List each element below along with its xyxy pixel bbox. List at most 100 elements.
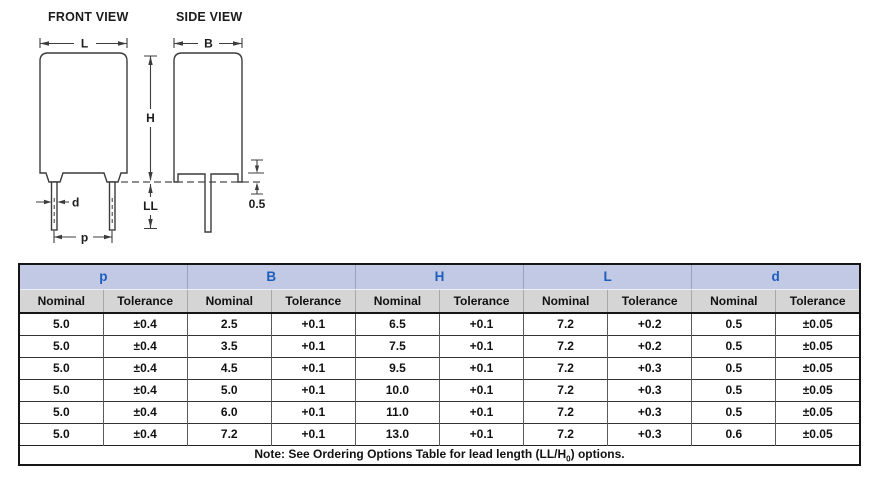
dimension-value-cell: ±0.4 <box>102 334 188 357</box>
dimension-value-cell: 6.5 <box>354 312 440 335</box>
front-view-title: FRONT VIEW <box>48 10 128 24</box>
dimension-value-cell: +0.2 <box>607 312 692 335</box>
dimension-value-cell: +0.1 <box>270 378 356 401</box>
dimension-value-cell: 5.0 <box>19 356 104 379</box>
group-header-L: L <box>523 264 692 290</box>
subheader-tolerance: Tolerance <box>438 289 524 314</box>
sub-header-row: Nominal Tolerance Nominal Tolerance Nomi… <box>19 289 860 314</box>
dim-label-p: p <box>81 231 88 245</box>
side-view-body <box>173 52 243 233</box>
dimension-value-cell: 2.5 <box>186 312 272 335</box>
dimension-value-cell: +0.1 <box>438 400 524 423</box>
dimension-value-cell: 7.2 <box>523 312 608 335</box>
dimension-value-cell: 0.5 <box>691 378 776 401</box>
dimension-value-cell: ±0.05 <box>775 378 860 401</box>
note-text-subscript: 0 <box>566 453 571 463</box>
dimension-value-cell: +0.1 <box>438 334 524 357</box>
dim-label-LL: LL <box>143 199 158 213</box>
dimension-value-cell: 13.0 <box>354 422 440 445</box>
dimension-value-cell: 7.2 <box>523 378 608 401</box>
subheader-nominal: Nominal <box>523 289 608 314</box>
dimension-value-cell: 0.5 <box>691 356 776 379</box>
dimension-value-cell: 5.0 <box>19 378 104 401</box>
dimension-value-cell: ±0.05 <box>775 422 860 445</box>
dimension-value-cell: +0.3 <box>607 422 692 445</box>
dimension-value-cell: 7.2 <box>523 334 608 357</box>
dimension-value-cell: +0.1 <box>438 312 524 335</box>
lead-centerlines <box>53 198 113 224</box>
table-row: 5.0 ±0.4 6.0 +0.1 11.0 +0.1 7.2 +0.3 0.5 ±0.05 <box>19 400 860 423</box>
dimension-value-cell: 7.2 <box>523 400 608 423</box>
dimension-value-cell: +0.2 <box>607 334 692 357</box>
dim-label-H: H <box>146 111 155 125</box>
dim-label-d: d <box>72 196 79 210</box>
subheader-tolerance: Tolerance <box>102 289 188 314</box>
dimension-value-cell: 9.5 <box>354 356 440 379</box>
dimension-value-cell: ±0.4 <box>102 400 188 423</box>
group-header-d: d <box>691 264 860 290</box>
group-header-p: p <box>19 264 188 290</box>
dimension-value-cell: +0.3 <box>607 356 692 379</box>
dimension-value-cell: 5.0 <box>186 378 272 401</box>
dimension-value-cell: +0.1 <box>438 422 524 445</box>
subheader-nominal: Nominal <box>691 289 776 314</box>
dimension-value-cell: 0.5 <box>691 312 776 335</box>
dimension-value-cell: 3.5 <box>186 334 272 357</box>
dimension-value-cell: ±0.05 <box>775 356 860 379</box>
component-outlines <box>39 52 243 233</box>
table-row: 5.0 ±0.4 4.5 +0.1 9.5 +0.1 7.2 +0.3 0.5 ±0.05 <box>19 356 860 379</box>
subheader-nominal: Nominal <box>186 289 272 314</box>
dimension-value-cell: +0.3 <box>607 400 692 423</box>
dim-label-standoff: 0.5 <box>249 197 266 211</box>
dimension-value-cell: +0.1 <box>270 312 356 335</box>
table-row: 5.0 ±0.4 2.5 +0.1 6.5 +0.1 7.2 +0.2 0.5 ±0.05 <box>19 312 860 335</box>
dimension-value-cell: ±0.4 <box>102 378 188 401</box>
dimension-value-cell: 7.2 <box>523 422 608 445</box>
dimensions-table: p B H L d Nominal Tolerance Nominal Tole… <box>18 263 861 466</box>
dimension-value-cell: 7.5 <box>354 334 440 357</box>
note-text-prefix: Note: See Ordering Options Table for lea… <box>254 446 567 461</box>
note-text-suffix: ) options. <box>570 446 625 461</box>
dimension-value-cell: ±0.05 <box>775 312 860 335</box>
dimension-value-cell: +0.1 <box>438 378 524 401</box>
dim-label-B: B <box>204 37 213 51</box>
dimension-value-cell: 0.5 <box>691 400 776 423</box>
dimension-value-cell: +0.1 <box>270 334 356 357</box>
table-row: 5.0 ±0.4 7.2 +0.1 13.0 +0.1 7.2 +0.3 0.6 ±0.05 <box>19 422 860 445</box>
capacitor-dimension-drawing: FRONT VIEW SIDE VIEW <box>36 10 266 245</box>
subheader-nominal: Nominal <box>19 289 104 314</box>
dimension-value-cell: ±0.05 <box>775 400 860 423</box>
dimension-value-cell: ±0.05 <box>775 334 860 357</box>
dim-label-L: L <box>81 37 88 51</box>
subheader-nominal: Nominal <box>354 289 440 314</box>
dimension-value-cell: +0.1 <box>270 356 356 379</box>
table-row: 5.0 ±0.4 5.0 +0.1 10.0 +0.1 7.2 +0.3 0.5 ±0.05 <box>19 378 860 401</box>
dimension-value-cell: ±0.4 <box>102 312 188 335</box>
subheader-tolerance: Tolerance <box>607 289 692 314</box>
note-row: Note: See Ordering Options Table for lea… <box>19 444 860 465</box>
dimension-value-cell: 5.0 <box>19 334 104 357</box>
dimension-value-cell: 5.0 <box>19 400 104 423</box>
dimension-value-cell: ±0.4 <box>102 356 188 379</box>
group-header-H: H <box>354 264 524 290</box>
dimension-value-cell: +0.1 <box>438 356 524 379</box>
table-row: 5.0 ±0.4 3.5 +0.1 7.5 +0.1 7.2 +0.2 0.5 ±0.05 <box>19 334 860 357</box>
subheader-tolerance: Tolerance <box>270 289 356 314</box>
front-view-body <box>39 52 128 183</box>
dimension-value-cell: 10.0 <box>354 378 440 401</box>
subheader-tolerance: Tolerance <box>775 289 860 314</box>
dimension-value-cell: 5.0 <box>19 422 104 445</box>
dimension-value-cell: +0.1 <box>270 422 356 445</box>
dimensions-tbody: 5.0 ±0.4 2.5 +0.1 6.5 +0.1 7.2 +0.2 0.5 ±0.05 5.0 ±… <box>19 312 860 445</box>
table-note: Note: See Ordering Options Table for lea… <box>19 444 860 465</box>
dimension-value-cell: 0.6 <box>691 422 776 445</box>
dimension-value-cell: ±0.4 <box>102 422 188 445</box>
side-view-title: SIDE VIEW <box>176 10 242 24</box>
dimension-value-cell: +0.3 <box>607 378 692 401</box>
dimension-value-cell: 0.5 <box>691 334 776 357</box>
dimension-value-cell: 7.2 <box>523 356 608 379</box>
dimension-value-cell: 11.0 <box>354 400 440 423</box>
dimension-value-cell: 5.0 <box>19 312 104 335</box>
dimension-value-cell: 4.5 <box>186 356 272 379</box>
